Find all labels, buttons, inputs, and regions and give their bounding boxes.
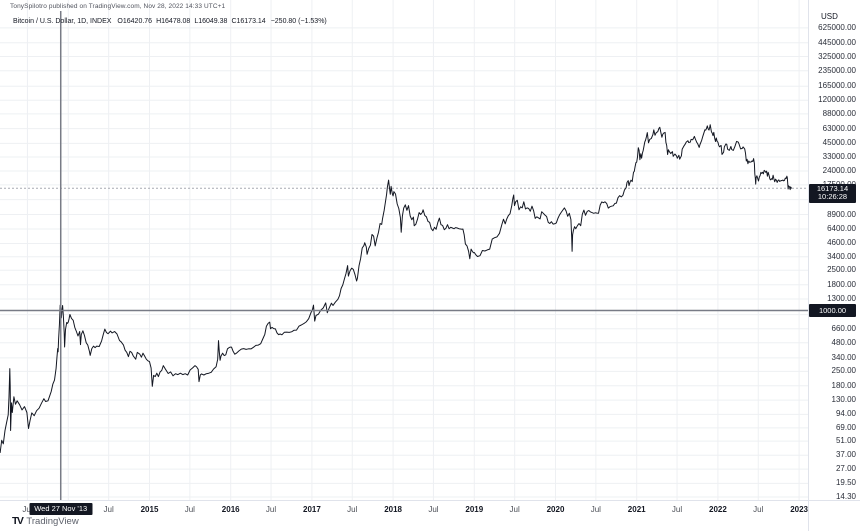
price-axis-label: 340.00 bbox=[831, 352, 856, 362]
time-axis-label: Jul bbox=[184, 505, 195, 514]
time-axis-label: Jul bbox=[753, 505, 764, 514]
price-axis-label: 120000.00 bbox=[818, 95, 856, 105]
price-axis-label: 660.00 bbox=[831, 323, 856, 333]
price-axis-label: 250.00 bbox=[831, 366, 856, 376]
time-axis-label: Jul bbox=[103, 505, 114, 514]
current-price-badge: 16173.14 10:26:28 bbox=[809, 183, 856, 203]
time-axis-label: 2019 bbox=[465, 505, 484, 514]
price-axis-label: 94.00 bbox=[835, 409, 856, 419]
price-axis-label: 88000.00 bbox=[822, 108, 856, 118]
time-axis-label: 2020 bbox=[546, 505, 565, 514]
ohlc-token: O16420.76 bbox=[117, 18, 153, 25]
time-axis-label: 2018 bbox=[384, 505, 402, 514]
price-axis-currency-label: USD bbox=[821, 12, 838, 21]
price-series-line[interactable] bbox=[0, 124, 792, 453]
tradingview-watermark[interactable]: TV TradingView bbox=[12, 515, 79, 527]
price-axis-label: 3400.00 bbox=[827, 251, 856, 261]
ohlc-token: C16173.14 bbox=[231, 18, 266, 25]
time-axis-label: Jul bbox=[590, 505, 601, 514]
price-axis-label: 37.00 bbox=[835, 450, 856, 460]
tradingview-logo-icon[interactable]: TV bbox=[12, 515, 24, 527]
time-axis-label: 2022 bbox=[708, 505, 727, 514]
symbol-title[interactable]: Bitcoin / U.S. Dollar, 1D, INDEX bbox=[13, 18, 112, 25]
price-axis-label: 14.30 bbox=[835, 491, 856, 501]
time-axis-label: 2017 bbox=[302, 505, 321, 514]
price-axis-label: 33000.00 bbox=[822, 151, 856, 161]
price-axis-label: 51.00 bbox=[835, 436, 856, 446]
price-axis-label: 6400.00 bbox=[827, 223, 856, 233]
price-axis-label: 130.00 bbox=[831, 395, 856, 405]
time-axis-label: Jul bbox=[509, 505, 520, 514]
crosshair-date-badge: Wed 27 Nov '13 bbox=[29, 503, 93, 515]
price-axis-label: 625000.00 bbox=[818, 22, 856, 32]
price-axis-label: 2500.00 bbox=[827, 265, 856, 275]
crosshair-price-badge: 1000.00 bbox=[809, 304, 856, 317]
price-axis-label: 445000.00 bbox=[818, 37, 856, 47]
bar-close-countdown: 10:26:28 bbox=[817, 192, 848, 202]
ohlc-token: L16049.38 bbox=[194, 18, 228, 25]
publisher-attribution: TonySpilotro published on TradingView.co… bbox=[10, 3, 226, 10]
time-axis-label: 2016 bbox=[221, 505, 240, 514]
price-axis-label: 1800.00 bbox=[827, 279, 856, 289]
price-axis-label: 69.00 bbox=[835, 422, 856, 432]
ohlc-values: O16420.76 H16478.08 L16049.38 C16173.14 bbox=[117, 18, 269, 25]
ohlc-token: H16478.08 bbox=[156, 18, 191, 25]
price-axis-label: 235000.00 bbox=[818, 65, 856, 75]
time-axis-label: Jul bbox=[671, 505, 683, 514]
price-axis-label: 8900.00 bbox=[827, 209, 856, 219]
price-axis-label: 1300.00 bbox=[827, 293, 856, 303]
price-axis-label: 325000.00 bbox=[818, 51, 856, 61]
price-axis-label: 45000.00 bbox=[822, 138, 856, 148]
time-axis-label: 2021 bbox=[627, 505, 646, 514]
symbol-legend[interactable]: Bitcoin / U.S. Dollar, 1D, INDEX O16420.7… bbox=[13, 18, 327, 25]
time-axis-label: Jul bbox=[265, 505, 277, 514]
price-axis-label: 4600.00 bbox=[827, 238, 856, 248]
price-axis-label: 480.00 bbox=[831, 337, 856, 347]
price-axis-label: 19.50 bbox=[835, 478, 856, 488]
time-axis-label: Jul bbox=[22, 505, 33, 514]
price-axis-label: 24000.00 bbox=[822, 165, 856, 175]
time-axis-label: Jul bbox=[347, 505, 358, 514]
time-axis-label: Jul bbox=[428, 505, 439, 514]
price-axis-label: 165000.00 bbox=[818, 81, 856, 91]
price-axis-label: 63000.00 bbox=[822, 123, 856, 133]
price-axis-label: 27.00 bbox=[835, 464, 856, 474]
time-axis-label: 2023 bbox=[790, 505, 808, 514]
change-value: −250.80 (−1.53%) bbox=[270, 18, 327, 25]
current-price-value: 16173.14 bbox=[816, 183, 849, 193]
tradingview-wordmark[interactable]: TradingView bbox=[26, 515, 79, 527]
time-axis-label: 2015 bbox=[140, 505, 159, 514]
price-axis-label: 180.00 bbox=[831, 380, 856, 390]
